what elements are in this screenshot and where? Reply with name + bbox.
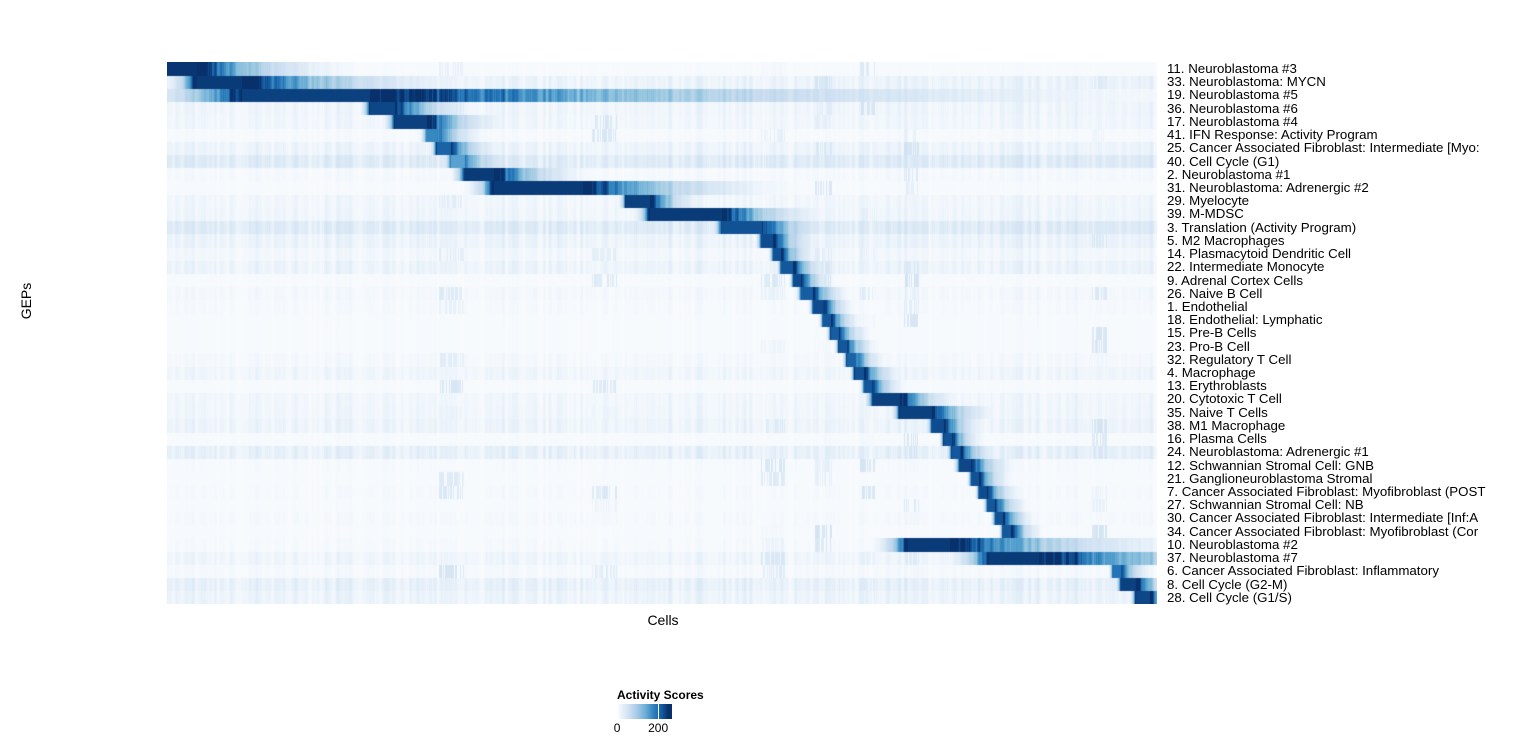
gep-row-label: 10. Neuroblastoma #2 bbox=[1167, 536, 1298, 552]
gep-row-label: 39. M-MDSC bbox=[1167, 206, 1244, 222]
colorbar-tick-label: 0 bbox=[613, 721, 621, 735]
gep-row-label: 4. Macrophage bbox=[1167, 365, 1256, 381]
gep-row-label: 23. Pro-B Cell bbox=[1167, 338, 1250, 354]
gep-row-label: 5. M2 Macrophages bbox=[1167, 232, 1285, 248]
colorbar-gradient bbox=[617, 704, 672, 719]
gep-row-label: 29. Myelocyte bbox=[1167, 193, 1250, 209]
gep-row-label: 35. Naive T Cells bbox=[1167, 404, 1268, 420]
gep-row-label: 33. Neuroblastoma: MYCN bbox=[1167, 74, 1326, 90]
gep-row-label: 7. Cancer Associated Fibroblast: Myofibr… bbox=[1167, 484, 1486, 500]
gep-row-label: 25. Cancer Associated Fibroblast: Interm… bbox=[1167, 140, 1480, 156]
gep-row-label: 21. Ganglioneuroblastoma Stromal bbox=[1167, 470, 1373, 486]
colorbar-tick-0 bbox=[617, 704, 618, 719]
gep-row-label: 8. Cell Cycle (G2-M) bbox=[1167, 576, 1288, 592]
gep-row-label: 24. Neuroblastoma: Adrenergic #1 bbox=[1167, 444, 1369, 460]
gep-row-label: 28. Cell Cycle (G1/S) bbox=[1167, 589, 1292, 605]
gep-row-label: 11. Neuroblastoma #3 bbox=[1167, 62, 1297, 76]
gep-row-label: 30. Cancer Associated Fibroblast: Interm… bbox=[1167, 510, 1479, 526]
gep-row-label: 9. Adrenal Cortex Cells bbox=[1167, 272, 1303, 288]
gep-row-label: 1. Endothelial bbox=[1167, 298, 1248, 314]
colorbar-tick-labels: 0 200 bbox=[611, 721, 691, 737]
gep-row-label: 37. Neuroblastoma #7 bbox=[1167, 550, 1298, 566]
x-axis-title: Cells bbox=[647, 612, 679, 628]
heatmap-plot-area bbox=[167, 62, 1157, 604]
gep-row-label: 17. Neuroblastoma #4 bbox=[1167, 113, 1298, 129]
gep-row-label: 22. Intermediate Monocyte bbox=[1167, 259, 1325, 275]
gep-row-label: 13. Erythroblasts bbox=[1167, 378, 1267, 394]
gep-row-label: 38. M1 Macrophage bbox=[1167, 417, 1286, 433]
gep-row-label: 26. Naive B Cell bbox=[1167, 285, 1263, 301]
gep-row-label: 6. Cancer Associated Fibroblast: Inflamm… bbox=[1167, 563, 1439, 579]
colorbar-gradient-wrap bbox=[617, 704, 672, 719]
gep-row-label: 14. Plasmacytoid Dendritic Cell bbox=[1167, 246, 1352, 262]
gep-row-label: 16. Plasma Cells bbox=[1167, 431, 1267, 447]
gep-row-label: 18. Endothelial: Lymphatic bbox=[1167, 312, 1323, 328]
gep-row-label: 32. Regulatory T Cell bbox=[1167, 351, 1292, 367]
gep-row-label: 3. Translation (Activity Program) bbox=[1167, 219, 1357, 235]
gep-row-label: 41. IFN Response: Activity Program bbox=[1167, 127, 1378, 143]
gep-row-label: 34. Cancer Associated Fibroblast: Myofib… bbox=[1167, 523, 1479, 539]
gep-row-label: 40. Cell Cycle (G1) bbox=[1167, 153, 1280, 169]
gep-row-label: 36. Neuroblastoma #6 bbox=[1167, 100, 1298, 116]
colorbar-tick-label: 200 bbox=[648, 721, 669, 735]
gep-row-label: 31. Neuroblastoma: Adrenergic #2 bbox=[1167, 179, 1369, 195]
gep-row-label: 19. Neuroblastoma #5 bbox=[1167, 87, 1298, 103]
gep-row-label: 12. Schwannian Stromal Cell: GNB bbox=[1167, 457, 1374, 473]
gep-row-label: 15. Pre-B Cells bbox=[1167, 325, 1257, 341]
y-axis-title: GEPs bbox=[18, 282, 34, 320]
gep-row-label: 2. Neuroblastoma #1 bbox=[1167, 166, 1291, 182]
gep-row-label: 27. Schwannian Stromal Cell: NB bbox=[1167, 497, 1364, 513]
heatmap-canvas bbox=[167, 62, 1157, 604]
gep-row-label: 20. Cytotoxic T Cell bbox=[1167, 391, 1282, 407]
gep-row-label-list: 11. Neuroblastoma #3 33. Neuroblastoma: M… bbox=[1167, 62, 1540, 618]
colorbar-tick-200 bbox=[658, 704, 659, 719]
legend-title: Activity Scores bbox=[617, 688, 704, 702]
